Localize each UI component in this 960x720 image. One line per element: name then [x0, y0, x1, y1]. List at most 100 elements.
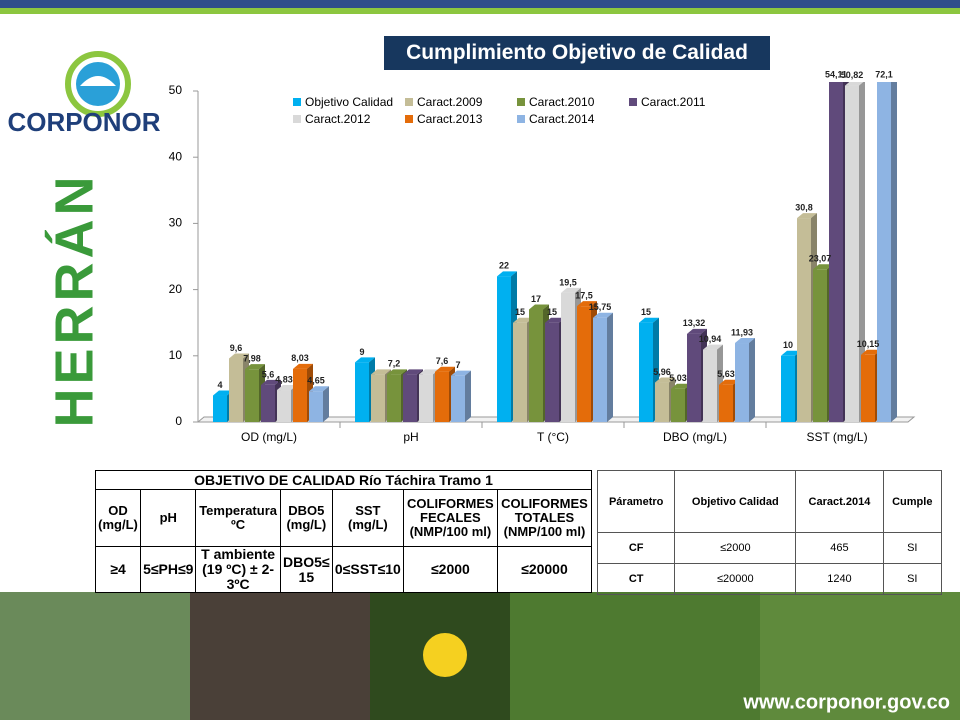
- bar: [277, 390, 291, 422]
- legend-label: Caract.2014: [529, 112, 595, 126]
- bar: [229, 358, 243, 422]
- data-label: 23,07: [809, 254, 832, 264]
- legend: Objetivo Calidad Caract.2009 Caract.2010 Ca…: [293, 95, 753, 129]
- bar: [497, 276, 511, 422]
- bar-side-shade: [323, 386, 329, 422]
- data-label: 7,2: [388, 359, 401, 369]
- data-label: 30,8: [795, 202, 813, 212]
- bar-side: [607, 312, 613, 422]
- top-stripe: [0, 0, 960, 8]
- side-title: HERRÁN: [44, 172, 104, 427]
- data-label: 10,94: [699, 334, 722, 344]
- data-label: 9,6: [230, 343, 243, 353]
- bar-side: [323, 386, 329, 422]
- compliance-table: Párametro Objetivo Calidad Caract.2014 Cump…: [596, 470, 943, 595]
- bar-top: [577, 301, 597, 307]
- table-cell: ≤20000: [496, 546, 593, 593]
- data-label: 15: [515, 307, 525, 317]
- table-cell: 465: [795, 532, 884, 564]
- table-header: Párametro: [596, 470, 676, 533]
- legend-item: Caract.2010: [517, 95, 629, 110]
- logo-text: CORPONOR: [7, 107, 160, 137]
- bar: [435, 371, 449, 422]
- data-label: 72,1: [875, 69, 893, 79]
- legend-swatch: [405, 115, 413, 123]
- bar-top: [277, 385, 297, 391]
- bar-side: [749, 338, 755, 422]
- data-label: 19,5: [559, 277, 577, 287]
- bar: [419, 374, 433, 422]
- bar-top: [671, 383, 691, 389]
- table-header: OD (mg/L): [94, 489, 142, 547]
- bar: [371, 374, 385, 422]
- bar-side-shade: [859, 82, 865, 422]
- bar: [671, 388, 685, 422]
- photo: [760, 592, 960, 720]
- data-label: 10: [783, 340, 793, 350]
- bar: [639, 322, 653, 422]
- bar-top: [371, 369, 391, 375]
- bar: [829, 82, 843, 422]
- table-cell: ≤2000: [674, 532, 797, 564]
- data-label: 50,82: [841, 70, 864, 80]
- data-label: 11,93: [731, 327, 753, 337]
- bar: [451, 375, 465, 422]
- photo: [0, 592, 190, 720]
- table-header: Temperatura ºC: [195, 489, 281, 547]
- table-row: CF ≤2000 465 SI: [596, 532, 943, 564]
- bar: [561, 292, 575, 422]
- photo: [510, 592, 760, 720]
- x-tick-label: pH: [403, 430, 418, 444]
- bar-top: [781, 350, 801, 356]
- table-header: DBO5 (mg/L): [279, 489, 333, 547]
- bar: [403, 374, 417, 422]
- bar: [719, 384, 733, 422]
- bar: [735, 343, 749, 422]
- logo-ring: [65, 51, 131, 117]
- legend-swatch: [629, 98, 637, 106]
- legend-item: Caract.2012: [293, 112, 405, 127]
- bar-top: [229, 353, 249, 359]
- bar: [877, 82, 891, 423]
- data-label: 13,32: [683, 318, 706, 328]
- bar-side-shade: [465, 370, 471, 422]
- legend-label: Caract.2013: [417, 112, 483, 126]
- table-header: Cumple: [882, 470, 943, 533]
- bar: [577, 306, 591, 422]
- x-tick-label: OD (mg/L): [241, 430, 297, 444]
- table-cell: DBO5≤ 15: [279, 546, 333, 593]
- bar-top: [293, 363, 313, 369]
- bar: [261, 384, 275, 422]
- data-label: 54,11: [825, 69, 847, 79]
- legend-item: Caract.2014: [517, 112, 629, 127]
- bar-top: [845, 82, 864, 86]
- data-label: 9: [359, 347, 364, 357]
- table-cell: ≤20000: [674, 563, 797, 595]
- legend-item: Caract.2009: [405, 95, 517, 110]
- bar: [293, 368, 307, 422]
- top-stripe-green: [0, 8, 960, 14]
- bar-top: [719, 379, 739, 385]
- data-label: 22: [499, 261, 509, 271]
- bar-top: [735, 338, 755, 344]
- bar-side: [891, 82, 897, 422]
- table-cell: CT: [596, 563, 676, 595]
- data-label: 5,63: [717, 369, 735, 379]
- table-cell: T ambiente (19 ºC) ± 2-3ºC: [195, 546, 281, 593]
- bar-top: [451, 370, 471, 376]
- table-cell: 1240: [795, 563, 884, 595]
- bar-top: [245, 364, 265, 370]
- bar-top: [813, 264, 833, 270]
- x-tick-label: DBO (mg/L): [663, 430, 727, 444]
- flower: [423, 633, 467, 677]
- data-label: 15: [547, 307, 557, 317]
- bar-top: [497, 271, 517, 277]
- table-cell: 5≤PH≤9: [140, 546, 197, 593]
- quality-table: OBJETIVO DE CALIDAD Río Táchira Tramo 1 …: [94, 470, 593, 593]
- table-cell: CF: [596, 532, 676, 564]
- legend-label: Caract.2010: [529, 95, 595, 109]
- data-labels: 4 9,67,985,64,83 8,03 4,65 9 7,2 7,6 7 22 15 17 15 1…: [217, 69, 892, 390]
- x-tick-label: SST (mg/L): [806, 430, 867, 444]
- data-label: 8,03: [291, 353, 309, 363]
